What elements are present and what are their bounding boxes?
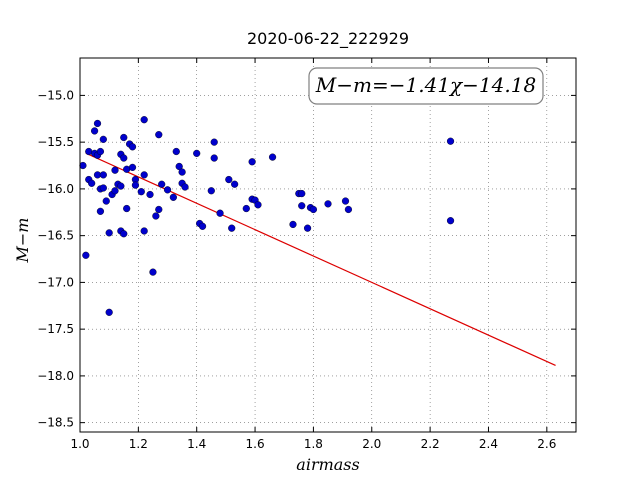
x-tick-label: 2.4 — [479, 437, 498, 451]
grid — [79, 58, 576, 432]
data-point — [324, 200, 332, 208]
data-point — [198, 222, 207, 230]
y-tick-label: −17.5 — [37, 322, 74, 336]
data-point — [93, 119, 102, 128]
x-tick-label: 2.0 — [362, 437, 381, 451]
data-point — [79, 161, 87, 170]
data-point — [210, 138, 218, 146]
data-point — [242, 204, 250, 213]
data-point — [193, 149, 201, 157]
data-point — [341, 197, 350, 205]
data-point — [140, 116, 148, 124]
data-point — [90, 127, 99, 135]
x-tick-label: 1.6 — [246, 437, 265, 451]
equation-box — [308, 67, 544, 105]
data-point — [120, 230, 128, 238]
data-point — [228, 224, 236, 232]
data-point — [82, 251, 90, 259]
data-point — [210, 154, 218, 162]
data-point — [146, 190, 154, 199]
data-point — [178, 168, 186, 176]
x-tick-label: 1.0 — [70, 437, 89, 451]
x-tick-label: 1.4 — [187, 437, 206, 451]
data-point — [131, 181, 140, 189]
data-point — [169, 193, 177, 201]
x-tick-label: 2.6 — [537, 437, 556, 451]
data-point — [152, 212, 160, 220]
equation-annotation: M−m=−1.41χ−14.18 — [308, 67, 544, 105]
data-point — [172, 147, 180, 156]
data-point — [149, 268, 157, 276]
y-tick-label: −18.0 — [37, 369, 74, 383]
data-point — [105, 229, 113, 237]
data-point — [140, 227, 148, 235]
y-tick-label: −15.0 — [37, 88, 74, 102]
data-point — [158, 180, 166, 188]
x-axis-ticks: 1.0 1.2 1.4 1.6 1.8 2.0 2.2 2.4 2.6 — [70, 58, 556, 451]
data-point — [128, 143, 137, 151]
y-axis-label: M−m — [13, 218, 32, 264]
data-point — [181, 183, 189, 191]
data-point — [231, 180, 239, 188]
data-point — [289, 220, 297, 229]
data-point — [298, 202, 306, 210]
data-point — [96, 207, 105, 215]
data-point — [140, 171, 148, 179]
data-point — [111, 187, 119, 195]
data-point — [303, 224, 312, 232]
data-point — [102, 197, 110, 205]
x-tick-label: 1.8 — [304, 437, 323, 451]
y-tick-label: −16.0 — [37, 182, 74, 196]
data-point — [88, 179, 96, 187]
plot-frame — [79, 57, 577, 433]
data-point — [111, 166, 119, 174]
data-point — [120, 133, 128, 142]
data-point — [268, 153, 277, 161]
data-point — [120, 154, 128, 162]
data-point — [248, 158, 256, 166]
fit-line — [85, 152, 556, 367]
x-axis-label: airmass — [296, 455, 359, 474]
data-point — [96, 147, 105, 156]
data-point — [99, 171, 107, 179]
data-point — [163, 186, 172, 194]
data-point — [175, 162, 183, 171]
data-point — [155, 205, 163, 214]
x-tick-label: 1.2 — [129, 437, 148, 451]
equation-text: M−m=−1.41χ−14.18 — [315, 73, 536, 97]
data-point — [117, 182, 125, 190]
data-point — [155, 131, 163, 139]
y-tick-label: −18.5 — [37, 416, 74, 430]
data-point — [446, 137, 455, 145]
data-point — [298, 189, 306, 198]
data-point — [225, 175, 233, 184]
data-point — [309, 205, 318, 214]
y-axis-ticks: −15.0 −15.5 −16.0 −16.5 −17.0 −17.5 −18.0 −18.5 — [37, 88, 576, 430]
fit-line-group — [85, 152, 556, 367]
y-tick-label: −15.5 — [37, 135, 74, 149]
data-point — [128, 163, 137, 171]
data-point — [207, 187, 215, 195]
data-point — [216, 209, 224, 217]
x-tick-label: 2.2 — [421, 437, 440, 451]
data-point — [254, 201, 262, 209]
chart-title: 2020-06-22_222929 — [247, 29, 409, 49]
data-point — [99, 184, 107, 192]
data-point — [137, 188, 145, 196]
data-point — [105, 308, 113, 316]
data-point — [344, 205, 353, 214]
data-point — [99, 135, 107, 143]
data-point — [446, 217, 455, 225]
y-tick-label: −17.0 — [37, 275, 74, 289]
data-point — [123, 204, 131, 213]
y-tick-label: −16.5 — [37, 229, 74, 243]
data-points — [79, 116, 455, 316]
